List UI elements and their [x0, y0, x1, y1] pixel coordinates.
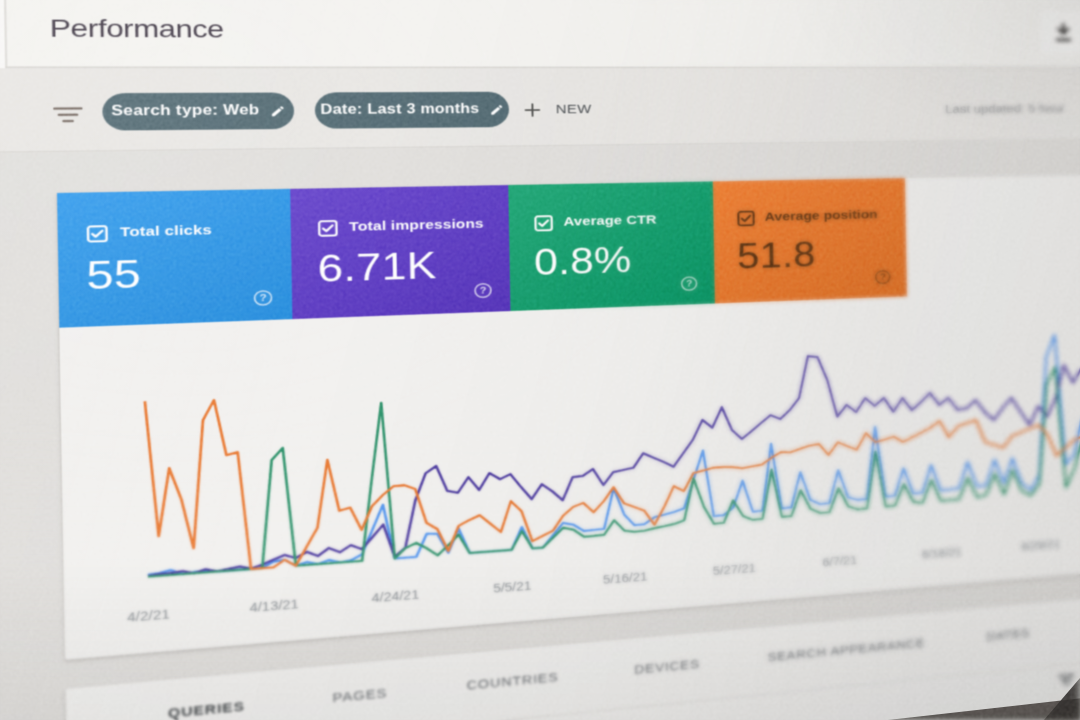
svg-text:?: ? — [880, 273, 886, 282]
x-axis-label: 6/7/21 — [822, 553, 858, 569]
filter-list-icon[interactable] — [53, 107, 82, 123]
checkbox-checked-icon[interactable] — [737, 211, 755, 227]
checkbox-checked-icon[interactable] — [318, 220, 338, 237]
table-filter-icon[interactable] — [1058, 673, 1075, 687]
metric-card-average-position[interactable]: Average position 51.8? — [712, 178, 908, 304]
new-filter-label: NEW — [555, 102, 592, 117]
plus-icon — [523, 102, 543, 119]
question-circle-icon[interactable]: ? — [680, 276, 698, 292]
download-icon[interactable] — [1051, 21, 1075, 43]
checkbox-checked-icon[interactable] — [534, 215, 553, 231]
page-title: Performance — [49, 14, 224, 44]
x-axis-label: 4/13/21 — [249, 596, 299, 615]
chart-line-average-ctr — [145, 366, 1080, 577]
question-circle-icon[interactable]: ? — [874, 269, 891, 285]
question-circle-icon[interactable]: ? — [253, 289, 273, 306]
pencil-icon — [490, 105, 503, 115]
x-axis-label: 6/29/21 — [1020, 537, 1060, 553]
svg-text:?: ? — [686, 280, 692, 290]
search-type-chip[interactable]: Search type: Web — [102, 92, 295, 131]
x-axis-label: 6/18/21 — [921, 545, 962, 561]
performance-panel: Total clicks 55? Total impressions 6.71K? Av… — [57, 174, 1080, 660]
pencil-icon — [271, 106, 284, 117]
metric-card-total-impressions[interactable]: Total impressions 6.71K? — [290, 185, 511, 320]
checkbox-checked-icon[interactable] — [87, 225, 108, 242]
x-axis-label: 4/2/21 — [127, 606, 170, 625]
new-filter-button[interactable]: NEW — [523, 99, 629, 121]
last-updated-text: Last updated: 5 hour — [945, 102, 1065, 117]
metric-card-average-ctr[interactable]: Average CTR 0.8%? — [508, 181, 715, 312]
x-axis-label: 4/24/21 — [371, 587, 420, 605]
metric-cards-row: Total clicks 55? Total impressions 6.71K? Av… — [57, 178, 908, 328]
metric-card-total-clicks[interactable]: Total clicks 55? — [57, 188, 293, 328]
date-range-chip[interactable]: Date: Last 3 months — [314, 91, 510, 129]
x-axis-label: 5/5/21 — [493, 578, 532, 596]
x-axis-label: 5/16/21 — [602, 569, 648, 587]
x-axis-label: 5/27/21 — [712, 561, 756, 578]
tab-devices[interactable]: DEVICES — [634, 657, 700, 678]
tab-dates[interactable]: DATES — [986, 627, 1031, 644]
question-circle-icon[interactable]: ? — [473, 282, 492, 299]
search-type-chip-label: Search type: Web — [111, 103, 260, 119]
svg-text:?: ? — [259, 294, 266, 304]
date-range-chip-label: Date: Last 3 months — [320, 101, 480, 118]
svg-text:?: ? — [480, 286, 487, 296]
